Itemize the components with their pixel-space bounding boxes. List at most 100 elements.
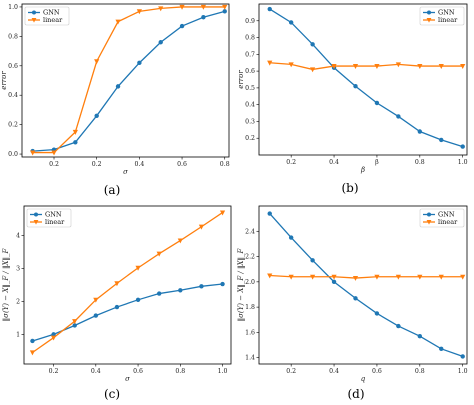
y-axis-label: error <box>237 70 245 89</box>
data-point-GNN <box>51 332 56 337</box>
legend-marker-linear <box>426 18 432 23</box>
x-axis-label: β <box>360 166 365 174</box>
data-point-GNN <box>417 129 423 134</box>
legend-label-GNN: GNN <box>438 9 455 17</box>
data-point-linear <box>352 63 359 69</box>
data-point-GNN <box>199 284 204 289</box>
x-tick-label: 0.2 <box>286 159 296 166</box>
y-tick-label: 0.8 <box>8 33 18 40</box>
y-tick-label: 0.7 <box>245 51 255 58</box>
data-point-GNN <box>220 281 225 287</box>
data-point-GNN <box>115 84 121 89</box>
data-point-linear <box>198 224 205 230</box>
legend-label-GNN: GNN <box>45 211 62 219</box>
legend-marker-linear <box>31 18 37 23</box>
y-tick-label: 1.4 <box>245 355 255 362</box>
plot-frame <box>21 3 230 158</box>
y-tick-label: 0.8 <box>245 35 255 42</box>
data-point-GNN <box>439 137 444 143</box>
x-tick-label: 1.0 <box>458 368 468 375</box>
y-tick-label: 0.3 <box>245 118 255 125</box>
data-point-linear <box>438 274 444 280</box>
data-point-linear <box>177 238 183 244</box>
x-tick-label: 0.2 <box>92 161 102 168</box>
data-point-GNN <box>158 40 163 45</box>
legend-label-linear: linear <box>438 218 458 226</box>
x-tick-label: 0.6 <box>372 368 382 375</box>
legend-marker-GNN <box>34 212 38 217</box>
series-line-linear <box>32 212 223 354</box>
plot-frame <box>258 205 468 365</box>
legend-marker-GNN <box>32 10 36 15</box>
series-line-linear <box>269 274 463 279</box>
data-point-GNN <box>374 311 380 316</box>
data-point-GNN <box>267 6 272 12</box>
y-tick-label: 0.4 <box>245 102 255 109</box>
data-point-linear <box>219 210 226 216</box>
data-point-linear <box>135 265 141 271</box>
x-tick-label: β <box>375 159 379 166</box>
data-point-linear <box>417 274 423 280</box>
y-tick-label: 2.0 <box>245 279 255 286</box>
data-point-GNN <box>178 288 183 293</box>
y-tick-label: 0.6 <box>245 68 255 75</box>
data-point-GNN <box>460 354 465 359</box>
legend-label-linear: linear <box>45 218 65 226</box>
data-point-GNN <box>137 60 142 66</box>
legend-label-linear: linear <box>43 16 63 24</box>
data-point-GNN <box>374 100 380 106</box>
data-point-linear <box>395 274 401 280</box>
data-point-GNN <box>267 211 272 216</box>
y-axis-label: ‖σ(Y) − X‖_F / ‖X‖_F <box>237 248 245 322</box>
x-tick-label: 0.6 <box>177 161 187 168</box>
data-point-linear <box>72 319 78 325</box>
y-tick-label: 1 <box>16 331 20 338</box>
x-tick-label: 1.0 <box>458 159 468 166</box>
y-tick-label: 2.2 <box>245 254 255 261</box>
data-point-GNN <box>222 9 227 14</box>
data-point-GNN <box>310 42 315 47</box>
data-point-GNN <box>417 333 423 339</box>
y-tick-label: 4 <box>16 233 20 240</box>
legend-marker-GNN <box>427 10 431 15</box>
y-tick-label: 0.0 <box>8 151 18 158</box>
x-tick-label: 0.8 <box>415 159 425 166</box>
chart-panel-2: 0.2 0.4 β 0.8 1.0 0.2 0.3 0.4 0.5 0.6 0.7 0.8 0.9 β er… <box>237 3 468 195</box>
data-point-GNN <box>30 338 35 344</box>
x-tick-label: 0.4 <box>329 368 339 375</box>
x-tick-label: 1.0 <box>218 368 228 375</box>
data-point-linear <box>310 67 316 73</box>
x-tick-label: 0.8 <box>415 368 425 375</box>
data-point-linear <box>179 4 185 10</box>
data-point-linear <box>72 129 78 135</box>
legend-label-GNN: GNN <box>43 9 60 17</box>
x-tick-label: 0.8 <box>175 368 185 375</box>
data-point-linear <box>395 62 401 68</box>
x-axis-label: q <box>361 375 366 383</box>
series-line-GNN <box>269 8 463 148</box>
data-point-GNN <box>460 144 465 149</box>
series-line-linear <box>269 62 463 71</box>
data-point-linear <box>29 350 36 356</box>
x-tick-label: 0.4 <box>91 368 101 375</box>
y-axis-label: error <box>0 71 8 90</box>
data-point-linear <box>156 251 162 257</box>
data-point-linear <box>222 4 228 10</box>
legend-label-GNN: GNN <box>438 211 455 219</box>
data-point-GNN <box>179 23 185 29</box>
data-point-linear <box>158 6 164 12</box>
data-point-linear <box>374 274 380 280</box>
legend-label-linear: linear <box>438 16 458 24</box>
data-point-GNN <box>135 297 141 303</box>
y-tick-label: 0.6 <box>8 63 18 70</box>
data-point-GNN <box>114 304 120 310</box>
panel-caption: (b) <box>341 181 358 195</box>
y-tick-label: 0.5 <box>245 85 255 92</box>
data-point-GNN <box>201 15 206 20</box>
y-tick-label: 1.0 <box>8 4 18 11</box>
data-point-linear <box>352 275 359 281</box>
data-point-linear <box>460 63 466 69</box>
x-tick-label: 0.4 <box>329 159 339 166</box>
data-point-GNN <box>353 84 358 89</box>
